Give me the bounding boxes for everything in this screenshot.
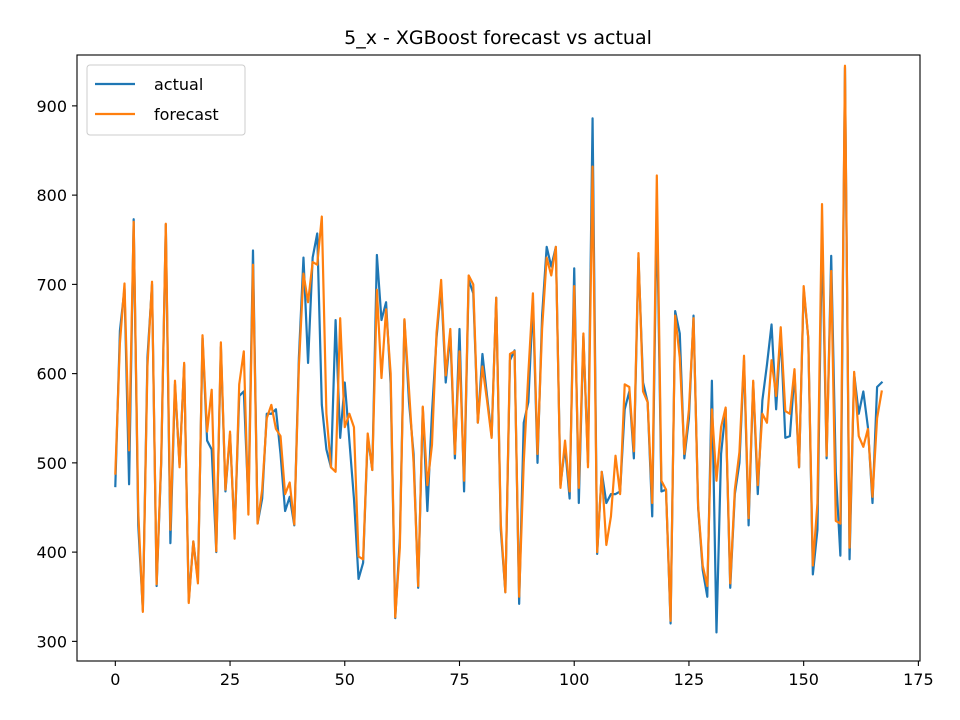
axes: 0 25 50 75 100 125 150 175 300 400 500 600 700 800 900	[36, 54, 934, 689]
x-tick-label: 100	[559, 670, 590, 689]
y-tick-label: 600	[36, 365, 67, 384]
legend-label-forecast: forecast	[154, 105, 219, 124]
y-tick-label: 900	[36, 97, 67, 116]
x-tick-label: 25	[220, 670, 240, 689]
plot-area	[114, 64, 884, 634]
x-tick-label: 50	[335, 670, 355, 689]
x-tick-label: 0	[110, 670, 120, 689]
y-tick-label: 300	[36, 632, 67, 651]
series-line-forecast	[114, 64, 883, 622]
series-line-actual	[114, 66, 884, 634]
y-tick-label: 700	[36, 275, 67, 294]
y-tick-label: 500	[36, 454, 67, 473]
legend-box	[86, 64, 246, 136]
y-tick-label: 400	[36, 543, 67, 562]
axes-frame	[76, 54, 921, 662]
x-tick-label: 175	[903, 670, 934, 689]
legend-label-actual: actual	[154, 75, 203, 94]
chart-title: 5_x - XGBoost forecast vs actual	[344, 27, 652, 49]
y-tick-label: 800	[36, 186, 67, 205]
x-tick-label: 75	[449, 670, 469, 689]
x-tick-label: 125	[674, 670, 705, 689]
legend: actual forecast	[86, 64, 246, 136]
x-tick-label: 150	[788, 670, 819, 689]
